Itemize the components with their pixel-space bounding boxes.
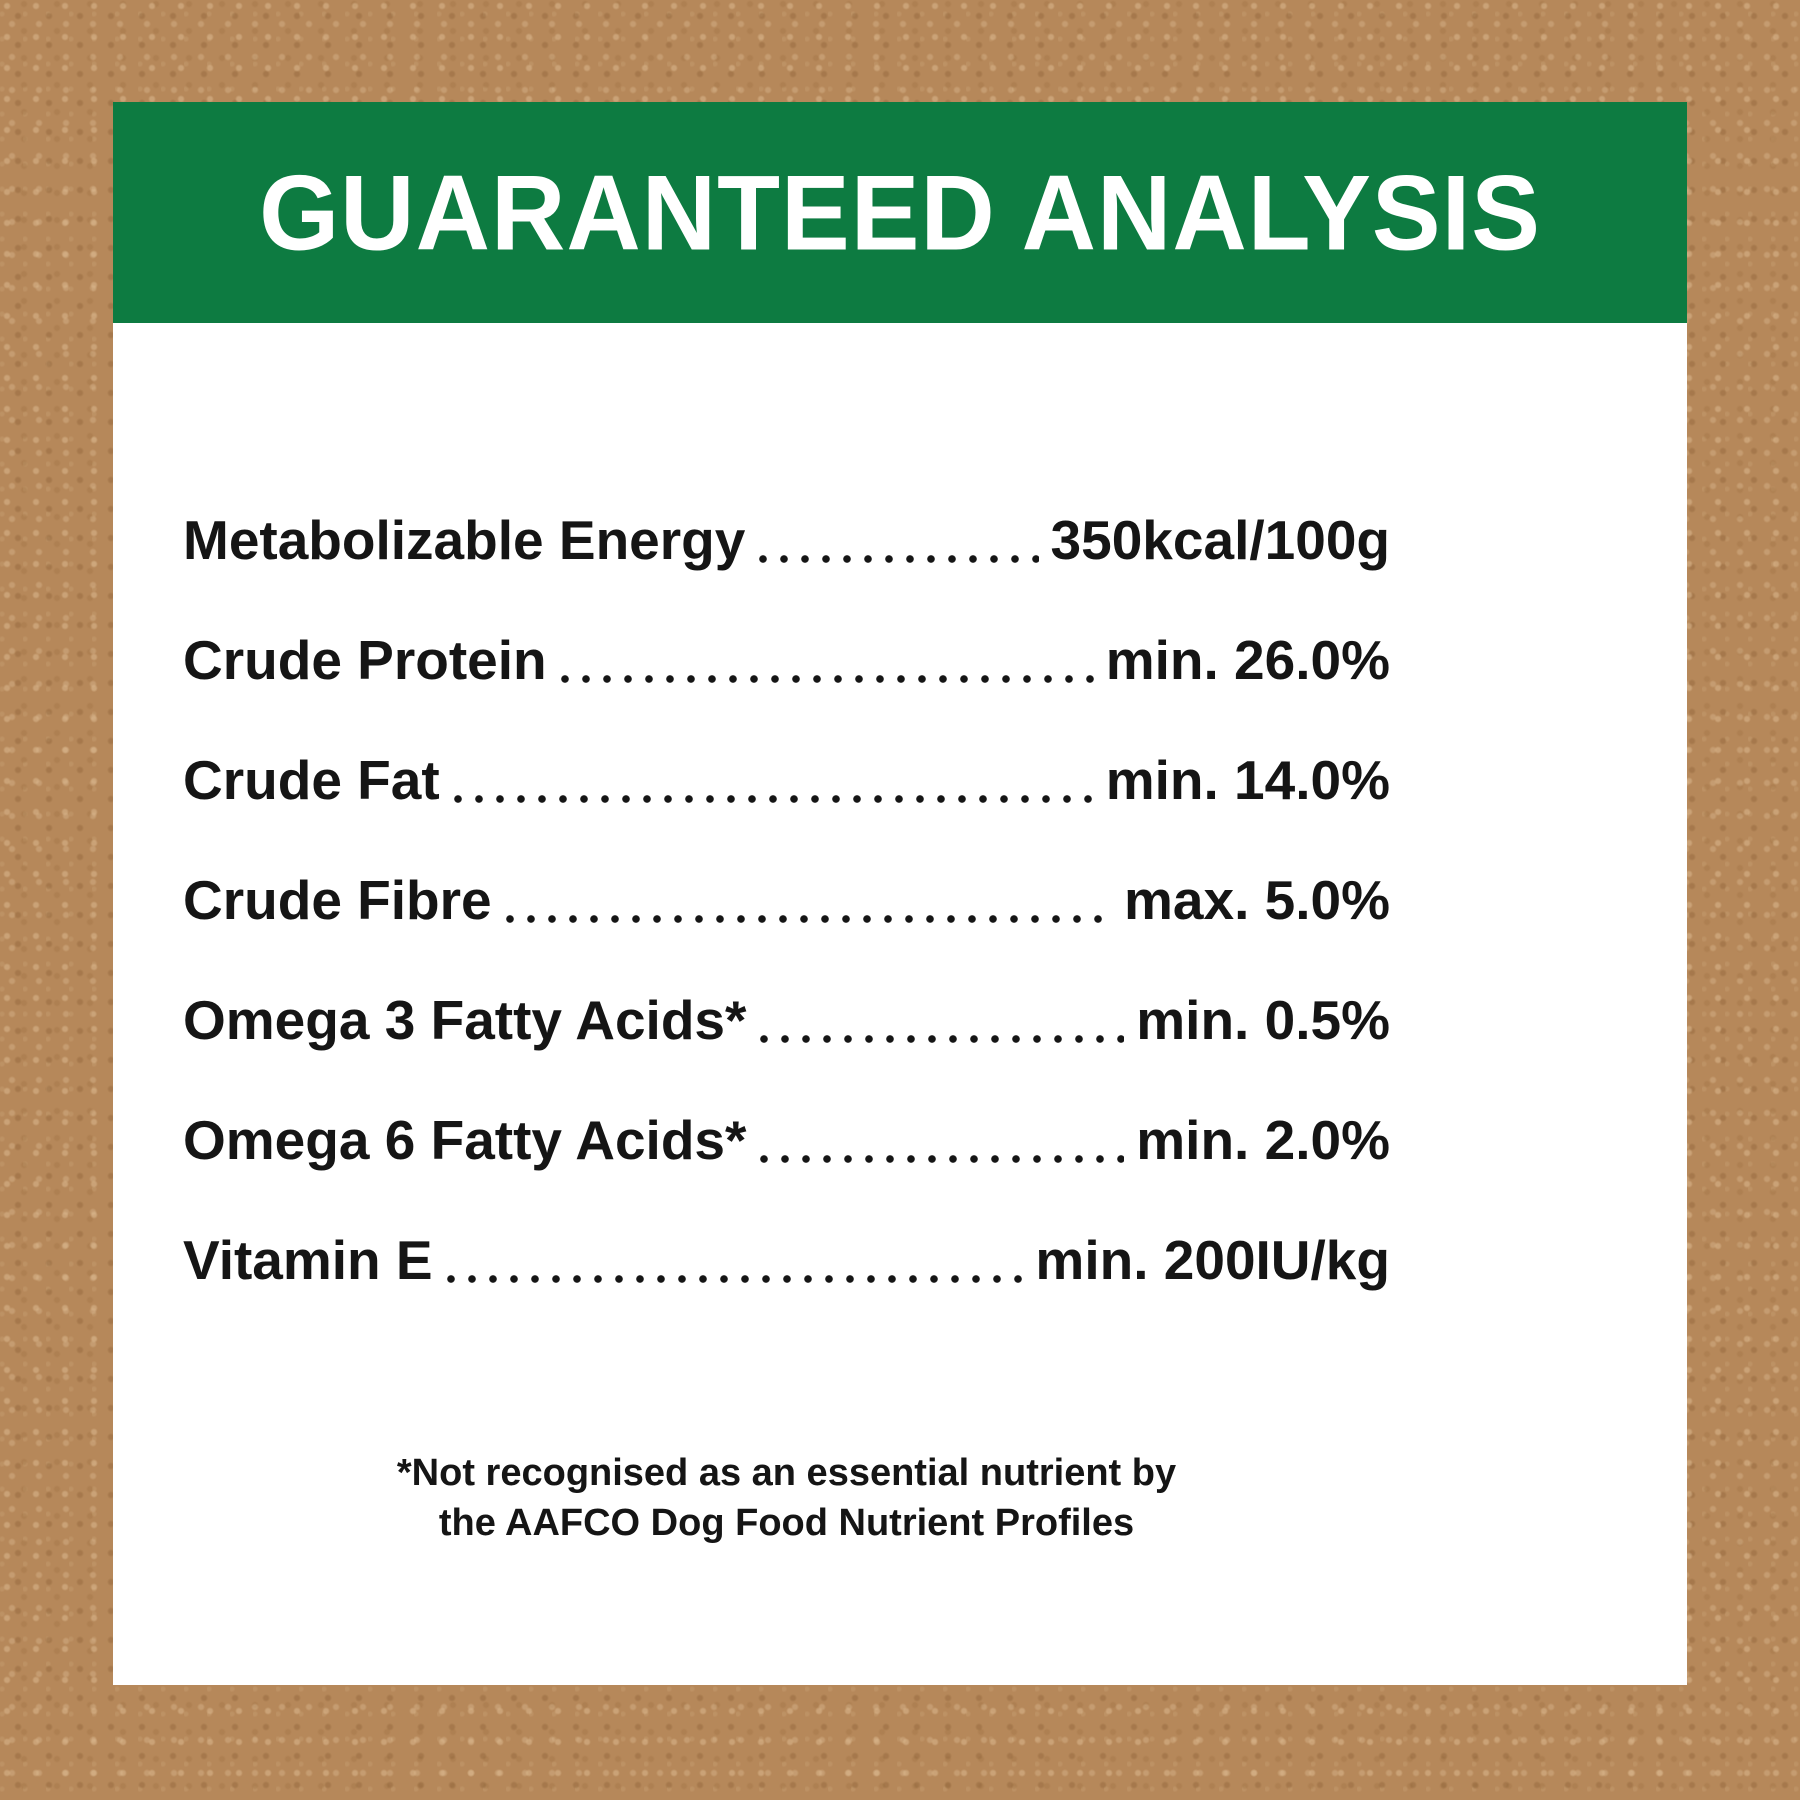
analysis-row: Metabolizable Energy 350kcal/100g [183,513,1390,568]
analysis-row: Omega 3 Fatty Acids* min. 0.5% [183,993,1390,1048]
analysis-rows: Metabolizable Energy 350kcal/100g Crude … [113,323,1687,1288]
dot-leader [560,674,1094,684]
dot-leader [760,1154,1125,1164]
guaranteed-analysis-panel: GUARANTEED ANALYSIS Metabolizable Energy… [113,102,1687,1685]
row-label: Omega 3 Fatty Acids* [183,989,747,1051]
header-bar: GUARANTEED ANALYSIS [113,102,1687,323]
row-label: Crude Fibre [183,869,492,931]
row-value: min. 2.0% [1136,1109,1390,1171]
row-label: Metabolizable Energy [183,509,746,571]
dot-leader [759,554,1039,564]
row-label: Crude Fat [183,749,440,811]
analysis-row: Vitamin E min. 200IU/kg [183,1233,1390,1288]
row-value: min. 200IU/kg [1035,1229,1390,1291]
footnote-line-2: the AAFCO Dog Food Nutrient Profiles [438,1502,1135,1544]
row-value: min. 14.0% [1105,749,1390,811]
analysis-row: Crude Fibre max. 5.0% [183,873,1390,928]
row-label: Omega 6 Fatty Acids* [183,1109,747,1171]
page-title: GUARANTEED ANALYSIS [259,152,1541,272]
row-value: min. 26.0% [1105,629,1390,691]
footnote-line-1: *Not recognised as an essential nutrient… [396,1452,1177,1494]
footnote: *Not recognised as an essential nutrient… [113,1448,1687,1548]
analysis-row: Crude Protein min. 26.0% [183,633,1390,688]
dot-leader [453,794,1094,804]
row-label: Vitamin E [183,1229,433,1291]
row-value: max. 5.0% [1123,869,1390,931]
analysis-row: Crude Fat min. 14.0% [183,753,1390,808]
dot-leader [760,1034,1125,1044]
row-label: Crude Protein [183,629,547,691]
row-value: 350kcal/100g [1050,509,1390,571]
analysis-row: Omega 6 Fatty Acids* min. 2.0% [183,1113,1390,1168]
row-value: min. 0.5% [1136,989,1390,1051]
dot-leader [446,1274,1024,1284]
dot-leader [505,914,1112,924]
